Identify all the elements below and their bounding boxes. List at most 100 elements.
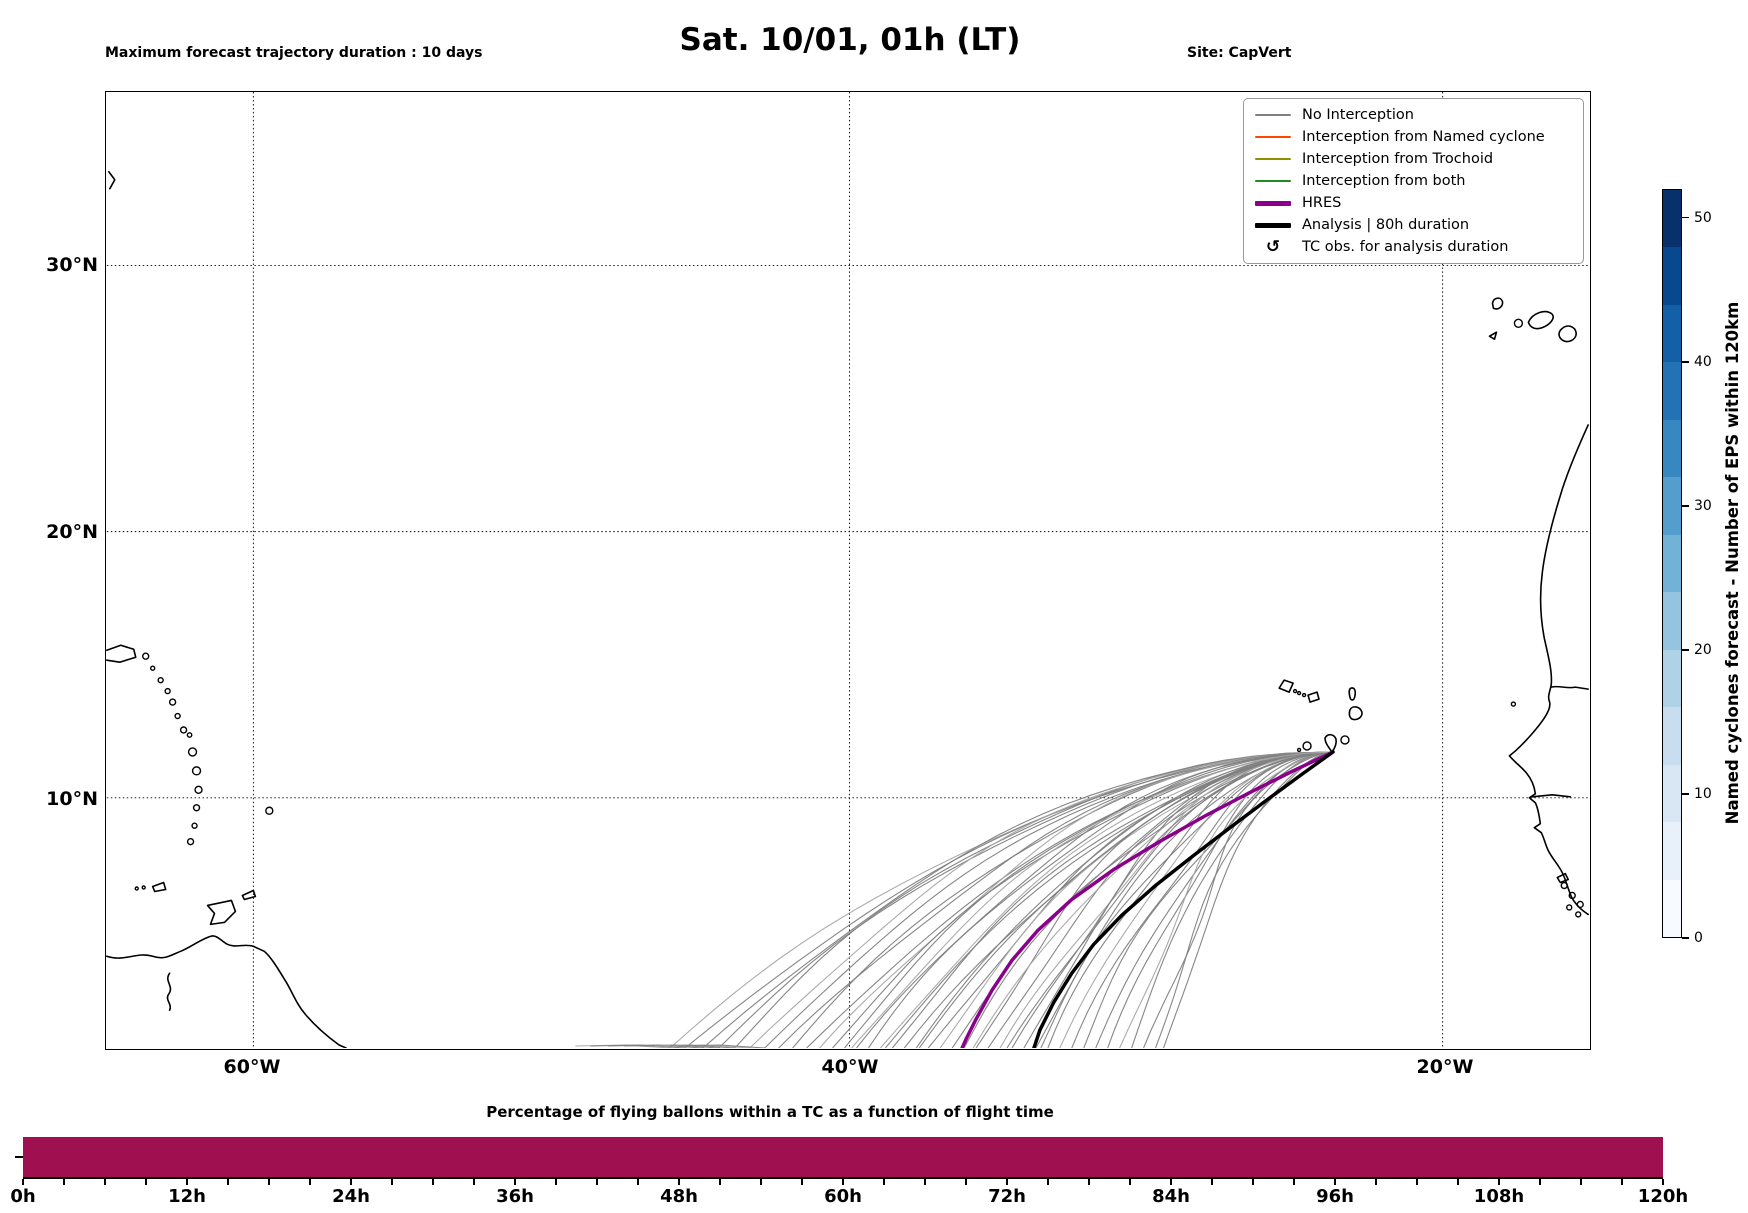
colorbar-segment: [1663, 764, 1681, 823]
colorbar-tick-label: 20: [1694, 641, 1712, 658]
trinidad: [206, 899, 237, 926]
eps-member-trajectory: [972, 751, 1334, 1048]
bar-xaxis-label: 24h: [332, 1186, 370, 1207]
colorbar-tick: [1682, 793, 1689, 795]
island: [1292, 688, 1298, 694]
bar-xaxis-tick: [1375, 1179, 1377, 1185]
island: [1510, 701, 1517, 707]
legend-item-label: No Interception: [1302, 106, 1414, 123]
legend-line: [1255, 200, 1291, 206]
hispaniola-pr-edge: [106, 644, 137, 664]
annotation-left-line1: Maximum forecast trajectory duration : 1…: [105, 45, 483, 61]
colorbar-area: 0 10 20 30 40 50: [1662, 189, 1748, 946]
bar-xaxis-tick: [268, 1179, 270, 1185]
legend-item-label: Interception from both: [1302, 172, 1466, 189]
bar-xaxis-tick: [883, 1179, 885, 1185]
bar-xaxis-tick: [473, 1179, 475, 1185]
colorbar-segment: [1663, 822, 1681, 880]
eps-member-trajectory: [1071, 751, 1334, 1048]
colorbar-segment: [1663, 534, 1681, 593]
bar-xaxis-tick: [596, 1179, 598, 1185]
bar-xaxis-tick: [1457, 1179, 1459, 1185]
bar-xaxis-tick: [842, 1179, 844, 1185]
island: [1566, 904, 1573, 911]
lon-tick-label: 60°W: [223, 1056, 281, 1078]
colorbar-tick: [1682, 649, 1689, 651]
legend-item-label: HRES: [1302, 194, 1342, 211]
legend-item: Analysis | 80h duration: [1254, 217, 1573, 234]
bar-xaxis-tick: [186, 1179, 188, 1185]
colorbar-tick-label: 10: [1694, 785, 1712, 802]
sao-nicolau: [1278, 679, 1294, 693]
eps-member-trajectory: [915, 751, 1334, 1048]
island: [265, 806, 274, 815]
bar-xaxis-label: 120h: [1637, 1186, 1689, 1207]
bar-xaxis-tick: [1170, 1179, 1172, 1185]
legend-line-swatch: [1254, 136, 1292, 138]
bar-xaxis-tick: [678, 1179, 680, 1185]
bar-xaxis-tick: [965, 1179, 967, 1185]
legend-item: Interception from Named cyclone: [1254, 129, 1573, 146]
island: [134, 886, 139, 891]
bar-xaxis-tick: [1580, 1179, 1582, 1185]
bar-xaxis-tick: [1211, 1179, 1213, 1185]
legend-item-label: Analysis | 80h duration: [1302, 216, 1470, 233]
bar-xaxis-tick: [432, 1179, 434, 1185]
eps-trajectories: [575, 751, 1334, 1048]
bar-xaxis-label: 108h: [1473, 1186, 1525, 1207]
lat-tick-label: 10°N: [46, 788, 98, 810]
bar-xaxis-tick: [760, 1179, 762, 1185]
eps-member-trajectory: [1059, 751, 1334, 1048]
bar-xaxis-tick: [924, 1179, 926, 1185]
colorbar-segment: [1663, 592, 1681, 650]
island: [164, 687, 171, 695]
bar-xaxis-tick: [309, 1179, 311, 1185]
legend-line-swatch: [1254, 180, 1292, 182]
gambia-river: [1531, 793, 1572, 798]
hres-analysis-trajectories: [960, 750, 1335, 1048]
tc-cyclone-icon: ↺: [1265, 237, 1281, 257]
legend-line-swatch: [1254, 222, 1292, 228]
island: [1576, 900, 1584, 909]
eps-member-trajectory: [975, 751, 1334, 1048]
legend-line: [1255, 222, 1291, 228]
bermuda-fragment: [108, 170, 116, 190]
annotation-right-line1: Site: CapVert: [1187, 45, 1292, 61]
legend-line: [1255, 158, 1291, 160]
colorbar-segment: [1663, 477, 1681, 535]
island: [157, 676, 164, 684]
colorbar-tick-label: 50: [1694, 209, 1712, 226]
island: [141, 885, 146, 890]
bar-xaxis-tick: [63, 1179, 65, 1185]
eps-member-trajectory: [963, 751, 1334, 1048]
bar-xaxis-label: 60h: [824, 1186, 862, 1207]
la-palma: [1491, 297, 1504, 310]
colorbar-segment: [1663, 707, 1681, 765]
legend-line: [1255, 136, 1291, 138]
eps-member-trajectory: [832, 751, 1334, 1048]
eps-member-trajectory: [1006, 751, 1334, 1048]
eps-member-trajectory: [1119, 751, 1334, 1048]
lon-tick-label: 40°W: [821, 1056, 879, 1078]
eps-member-trajectory: [844, 751, 1334, 1048]
eps-member-trajectory: [1143, 751, 1334, 1048]
colorbar-tick-label: 30: [1694, 497, 1712, 514]
colorbar-segment: [1663, 879, 1681, 938]
bar-xaxis-tick: [1334, 1179, 1336, 1185]
eps-member-trajectory: [891, 751, 1334, 1048]
map-canvas: [106, 92, 1589, 1048]
colorbar-tick: [1682, 505, 1689, 507]
colorbar-tick: [1682, 937, 1689, 939]
eps-member-trajectory: [867, 751, 1333, 1048]
analysis-trajectory: [1032, 750, 1335, 1048]
bar-xaxis-label: 36h: [496, 1186, 534, 1207]
colorbar-segment: [1663, 247, 1681, 305]
colorbar-segment: [1663, 362, 1681, 420]
legend-line-swatch: [1254, 114, 1292, 116]
island: [186, 837, 195, 846]
bar-xaxis-tick: [1129, 1179, 1131, 1185]
bar-xaxis-tick: [350, 1179, 352, 1185]
bijagos: [1556, 872, 1570, 884]
legend-line-swatch: [1254, 200, 1292, 206]
bar-xaxis-tick: [145, 1179, 147, 1185]
